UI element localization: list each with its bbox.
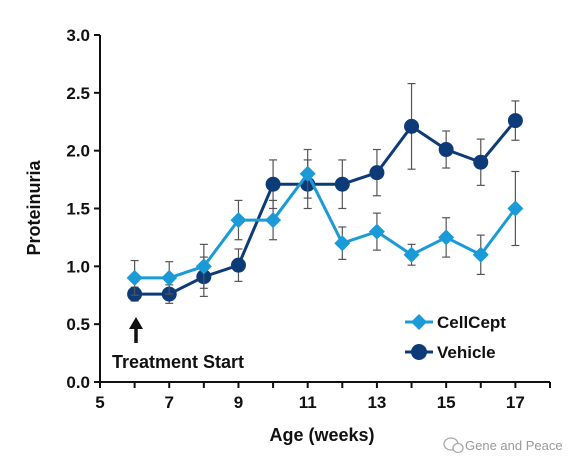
x-axis-title: Age (weeks) xyxy=(269,425,374,445)
watermark-text: Gene and Peace xyxy=(465,438,563,453)
y-tick-label: 1.5 xyxy=(66,200,90,219)
data-point xyxy=(195,258,212,275)
data-point xyxy=(265,176,281,192)
data-point xyxy=(334,235,351,252)
y-tick-label: 2.5 xyxy=(66,84,90,103)
series-vehicle xyxy=(127,82,523,304)
treatment-start-label: Treatment Start xyxy=(112,352,244,372)
legend-marker-cellcept xyxy=(411,314,427,330)
y-tick-label: 3.0 xyxy=(66,26,90,45)
x-tick-label: 9 xyxy=(234,393,243,412)
y-tick-label: 1.0 xyxy=(66,257,90,276)
data-point xyxy=(507,113,523,129)
data-point xyxy=(404,118,420,134)
y-tick-label: 0.5 xyxy=(66,315,90,334)
up-arrow-icon xyxy=(129,317,143,343)
x-tick-label: 17 xyxy=(506,393,525,412)
x-tick-label: 5 xyxy=(95,393,104,412)
data-point xyxy=(472,246,489,263)
y-axis-title: Proteinuria xyxy=(24,160,44,256)
series-cellcept xyxy=(126,148,524,296)
chat-bubble-icon xyxy=(443,437,464,454)
series-line xyxy=(134,172,517,280)
legend-label-cellcept: CellCept xyxy=(437,313,506,332)
data-point xyxy=(507,200,524,217)
data-point xyxy=(473,154,489,170)
data-point xyxy=(334,176,350,192)
x-tick-label: 15 xyxy=(437,393,456,412)
watermark: Gene and Peace xyxy=(443,437,563,454)
x-tick-label: 7 xyxy=(164,393,173,412)
data-point xyxy=(230,212,247,229)
data-point xyxy=(438,142,454,158)
x-tick-label: 11 xyxy=(299,393,317,412)
data-point xyxy=(438,229,455,246)
series-layer xyxy=(126,82,524,304)
data-point xyxy=(126,269,143,286)
x-tick-label: 13 xyxy=(367,393,386,412)
data-point xyxy=(369,165,385,181)
legend-label-vehicle: Vehicle xyxy=(437,343,496,362)
data-point xyxy=(299,165,316,182)
y-tick-label: 0.0 xyxy=(66,373,90,392)
data-point xyxy=(161,269,178,286)
y-tick-label: 2.0 xyxy=(66,142,90,161)
legend-item-cellcept: CellCept xyxy=(405,313,506,332)
data-point xyxy=(230,257,246,273)
treatment-start-annotation: Treatment Start xyxy=(112,317,244,372)
legend-item-vehicle: Vehicle xyxy=(405,343,496,362)
data-point xyxy=(403,246,420,263)
data-point xyxy=(368,223,385,240)
legend-marker-vehicle xyxy=(411,344,427,360)
data-point xyxy=(265,212,282,229)
legend: CellCept Vehicle xyxy=(405,313,506,362)
axes: 0.0 0.5 1.0 1.5 2.0 2.5 3.0 5 7 9 11 13 15 17 xyxy=(66,26,551,412)
